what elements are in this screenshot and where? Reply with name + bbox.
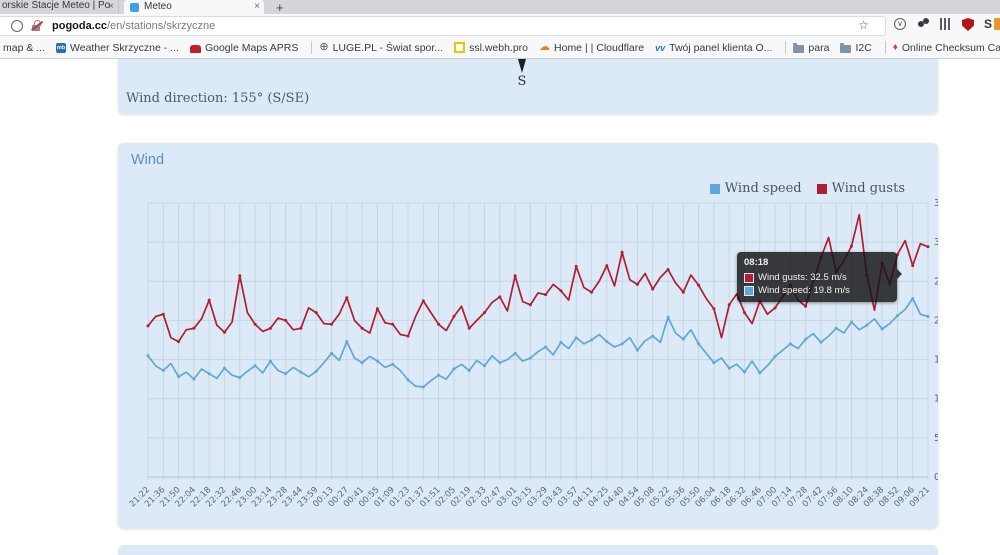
stylus-s-icon[interactable]: S <box>983 17 992 31</box>
wind-direction-panel: S Wind direction: 155° (S/SE) <box>118 59 938 114</box>
tooltip-row-gusts: Wind gusts: 32.5 m/s <box>744 272 890 283</box>
weather-favicon: mb <box>56 42 67 53</box>
tab-close-icon[interactable]: × <box>108 1 114 12</box>
legend-wind-gusts[interactable]: Wind gusts <box>816 181 905 196</box>
compass-south: S <box>510 59 534 89</box>
tab-bar: orskie Stacje Meteo | Po × Meteo × + <box>0 0 1000 14</box>
legend-swatch-speed <box>709 183 720 194</box>
gem-icon: ♦ <box>892 41 898 53</box>
svg-text:15: 15 <box>934 355 938 366</box>
tooltip-swatch-gusts <box>744 272 754 283</box>
bookmark-ssl-webh[interactable]: ssl.webh.pro <box>454 42 528 54</box>
tooltip-row-speed: Wind speed: 19.8 m/s <box>744 285 890 296</box>
folder-icon <box>793 42 805 53</box>
bookmark-folder-i2c[interactable]: I2C <box>840 42 872 54</box>
compass-south-label: S <box>517 74 527 89</box>
navigation-bar: pogoda.cc/en/stations/skrzyczne ☆ ∨ S <box>0 14 1000 37</box>
bookmark-cloudflare[interactable]: ☁ Home | | Cloudflare <box>539 41 645 54</box>
page-content: S Wind direction: 155° (S/SE) Wind Wind … <box>0 59 1000 555</box>
tab-favicon <box>130 2 139 12</box>
url-text: pogoda.cc/en/stations/skrzyczne <box>52 20 215 32</box>
globe-icon: ⊕ <box>319 41 329 53</box>
tab-meteo[interactable]: Meteo × <box>124 0 264 14</box>
new-tab-button[interactable]: + <box>276 0 284 15</box>
wave-icon: vv <box>655 42 666 53</box>
chart-tooltip: 08:18 Wind gusts: 32.5 m/s Wind speed: 1… <box>737 252 902 302</box>
legend-wind-speed[interactable]: Wind speed <box>709 181 802 196</box>
svg-text:0: 0 <box>934 472 938 483</box>
svg-text:35: 35 <box>934 198 938 209</box>
chart-legend: Wind speed Wind gusts <box>695 181 905 196</box>
bookmark-star-icon[interactable]: ☆ <box>858 18 869 32</box>
cloud-icon: ☁ <box>539 41 551 53</box>
tab-close-icon[interactable]: × <box>254 1 260 12</box>
extension-paw-icon[interactable] <box>918 18 930 29</box>
extension-bars-icon[interactable] <box>940 18 952 30</box>
url-path: /en/stations/skrzyczne <box>107 20 216 32</box>
wind-chart[interactable]: 21:2221:3621:5022:0422:1822:3222:4623:00… <box>118 143 938 528</box>
wind-chart-panel: Wind Wind speed Wind gusts 21:22 21:36 21:… <box>118 143 938 528</box>
insecure-lock-icon[interactable] <box>30 20 44 32</box>
bookmarks-divider <box>311 41 313 54</box>
chart-title: Wind <box>131 152 165 168</box>
folder-icon <box>840 42 852 53</box>
svg-text:30: 30 <box>934 237 938 248</box>
tracking-protection-icon[interactable] <box>11 20 23 32</box>
tab-title: orskie Stacje Meteo | Po <box>2 0 111 11</box>
extension-orange-icon[interactable] <box>994 18 1000 30</box>
bookmark-folder-para[interactable]: para <box>793 42 829 54</box>
bookmark-google-maps-aprs[interactable]: Google Maps APRS <box>189 42 298 54</box>
legend-swatch-gusts <box>816 183 827 194</box>
next-panel-edge <box>118 545 938 555</box>
ssl-favicon <box>454 42 466 53</box>
bookmarks-divider <box>785 41 787 54</box>
svg-text:5: 5 <box>934 433 938 444</box>
bookmark-luge[interactable]: ⊕ LUGE.PL - Świat spor... <box>319 41 444 54</box>
bookmarks-divider <box>884 41 886 54</box>
url-domain: pogoda.cc <box>52 20 108 32</box>
pocket-icon[interactable]: ∨ <box>894 18 906 30</box>
bookmark-twoj-panel[interactable]: vv Twój panel klienta O... <box>655 41 773 54</box>
ublock-shield-icon[interactable] <box>962 18 974 31</box>
tab-stacje-meteo[interactable]: orskie Stacje Meteo | Po × <box>0 0 119 14</box>
bookmark-map[interactable]: map & ... <box>3 41 46 54</box>
svg-text:10: 10 <box>934 394 938 405</box>
tooltip-swatch-speed <box>744 285 754 296</box>
tab-title: Meteo <box>144 1 172 12</box>
bookmarks-bar: map & ... mb Weather Skrzyczne - ... Goog… <box>0 37 1000 59</box>
car-icon <box>189 44 201 53</box>
wind-direction-text: Wind direction: 155° (S/SE) <box>126 91 310 106</box>
svg-text:20: 20 <box>934 315 938 326</box>
bookmark-weather-skrzyczne[interactable]: mb Weather Skrzyczne - ... <box>56 41 179 54</box>
compass-needle-icon <box>518 59 526 73</box>
url-bar[interactable]: pogoda.cc/en/stations/skrzyczne ☆ <box>0 16 886 36</box>
svg-text:25: 25 <box>934 276 938 287</box>
bookmark-online-checksum[interactable]: ♦ Online Checksum Ca... <box>892 41 1000 54</box>
tooltip-time: 08:18 <box>744 257 769 268</box>
tooltip-arrow <box>897 269 902 279</box>
